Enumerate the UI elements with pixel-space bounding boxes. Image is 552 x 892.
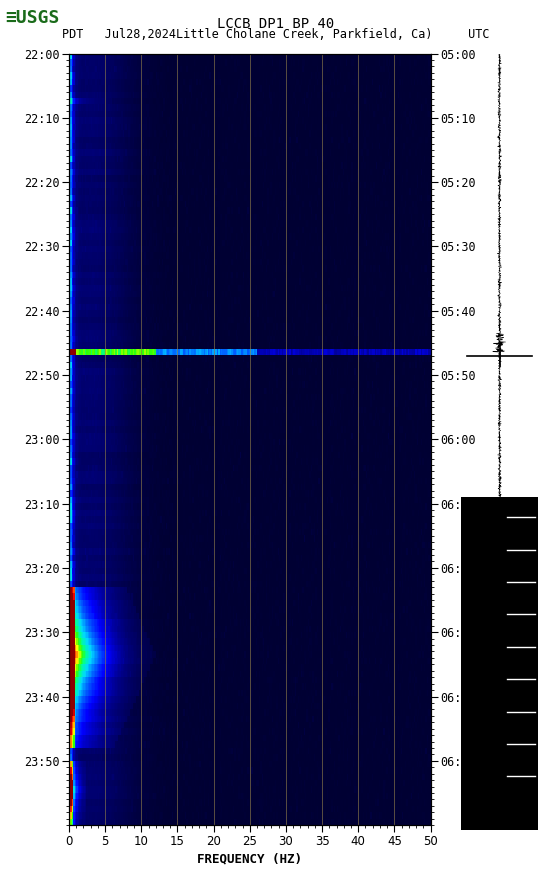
Text: ≡USGS: ≡USGS (6, 9, 60, 27)
Text: PDT   Jul28,2024Little Cholane Creek, Parkfield, Ca)     UTC: PDT Jul28,2024Little Cholane Creek, Park… (62, 28, 490, 41)
X-axis label: FREQUENCY (HZ): FREQUENCY (HZ) (197, 852, 302, 865)
Text: LCCB DP1 BP 40: LCCB DP1 BP 40 (217, 17, 335, 31)
